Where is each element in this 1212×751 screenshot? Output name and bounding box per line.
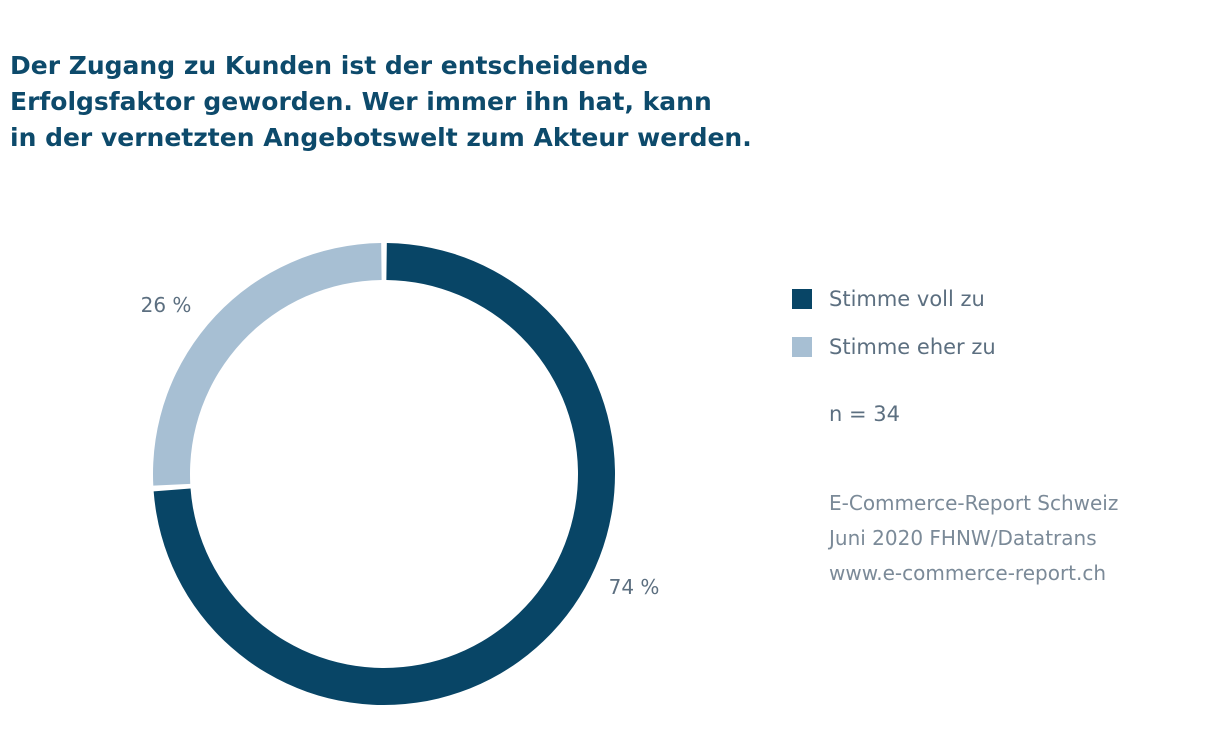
legend-item-voll: Stimme voll zu (792, 284, 996, 314)
slice-label-eher: 26 % (141, 293, 192, 317)
source-line-2: Juni 2020 FHNW/Datatrans (829, 526, 1097, 550)
source-note: E-Commerce-Report Schweiz Juni 2020 FHNW… (829, 486, 1118, 591)
sample-size-label: n = 34 (829, 402, 900, 426)
legend-label-voll: Stimme voll zu (829, 287, 985, 311)
legend-swatch-voll (792, 289, 812, 309)
chart-title: Der Zugang zu Kunden ist der entscheiden… (10, 48, 770, 156)
legend-swatch-eher (792, 337, 812, 357)
title-line-3: in der vernetzten Angebotswelt zum Akteu… (10, 123, 752, 152)
legend: Stimme voll zu Stimme eher zu (792, 284, 996, 380)
title-line-2: Erfolgsfaktor geworden. Wer immer ihn ha… (10, 87, 712, 116)
legend-item-eher: Stimme eher zu (792, 332, 996, 362)
source-line-1: E-Commerce-Report Schweiz (829, 491, 1119, 515)
donut-slice-eher (152, 243, 382, 486)
title-line-1: Der Zugang zu Kunden ist der entscheiden… (10, 51, 648, 80)
slice-label-voll: 74 % (609, 575, 660, 599)
legend-label-eher: Stimme eher zu (829, 335, 996, 359)
source-line-3: www.e-commerce-report.ch (829, 561, 1107, 585)
